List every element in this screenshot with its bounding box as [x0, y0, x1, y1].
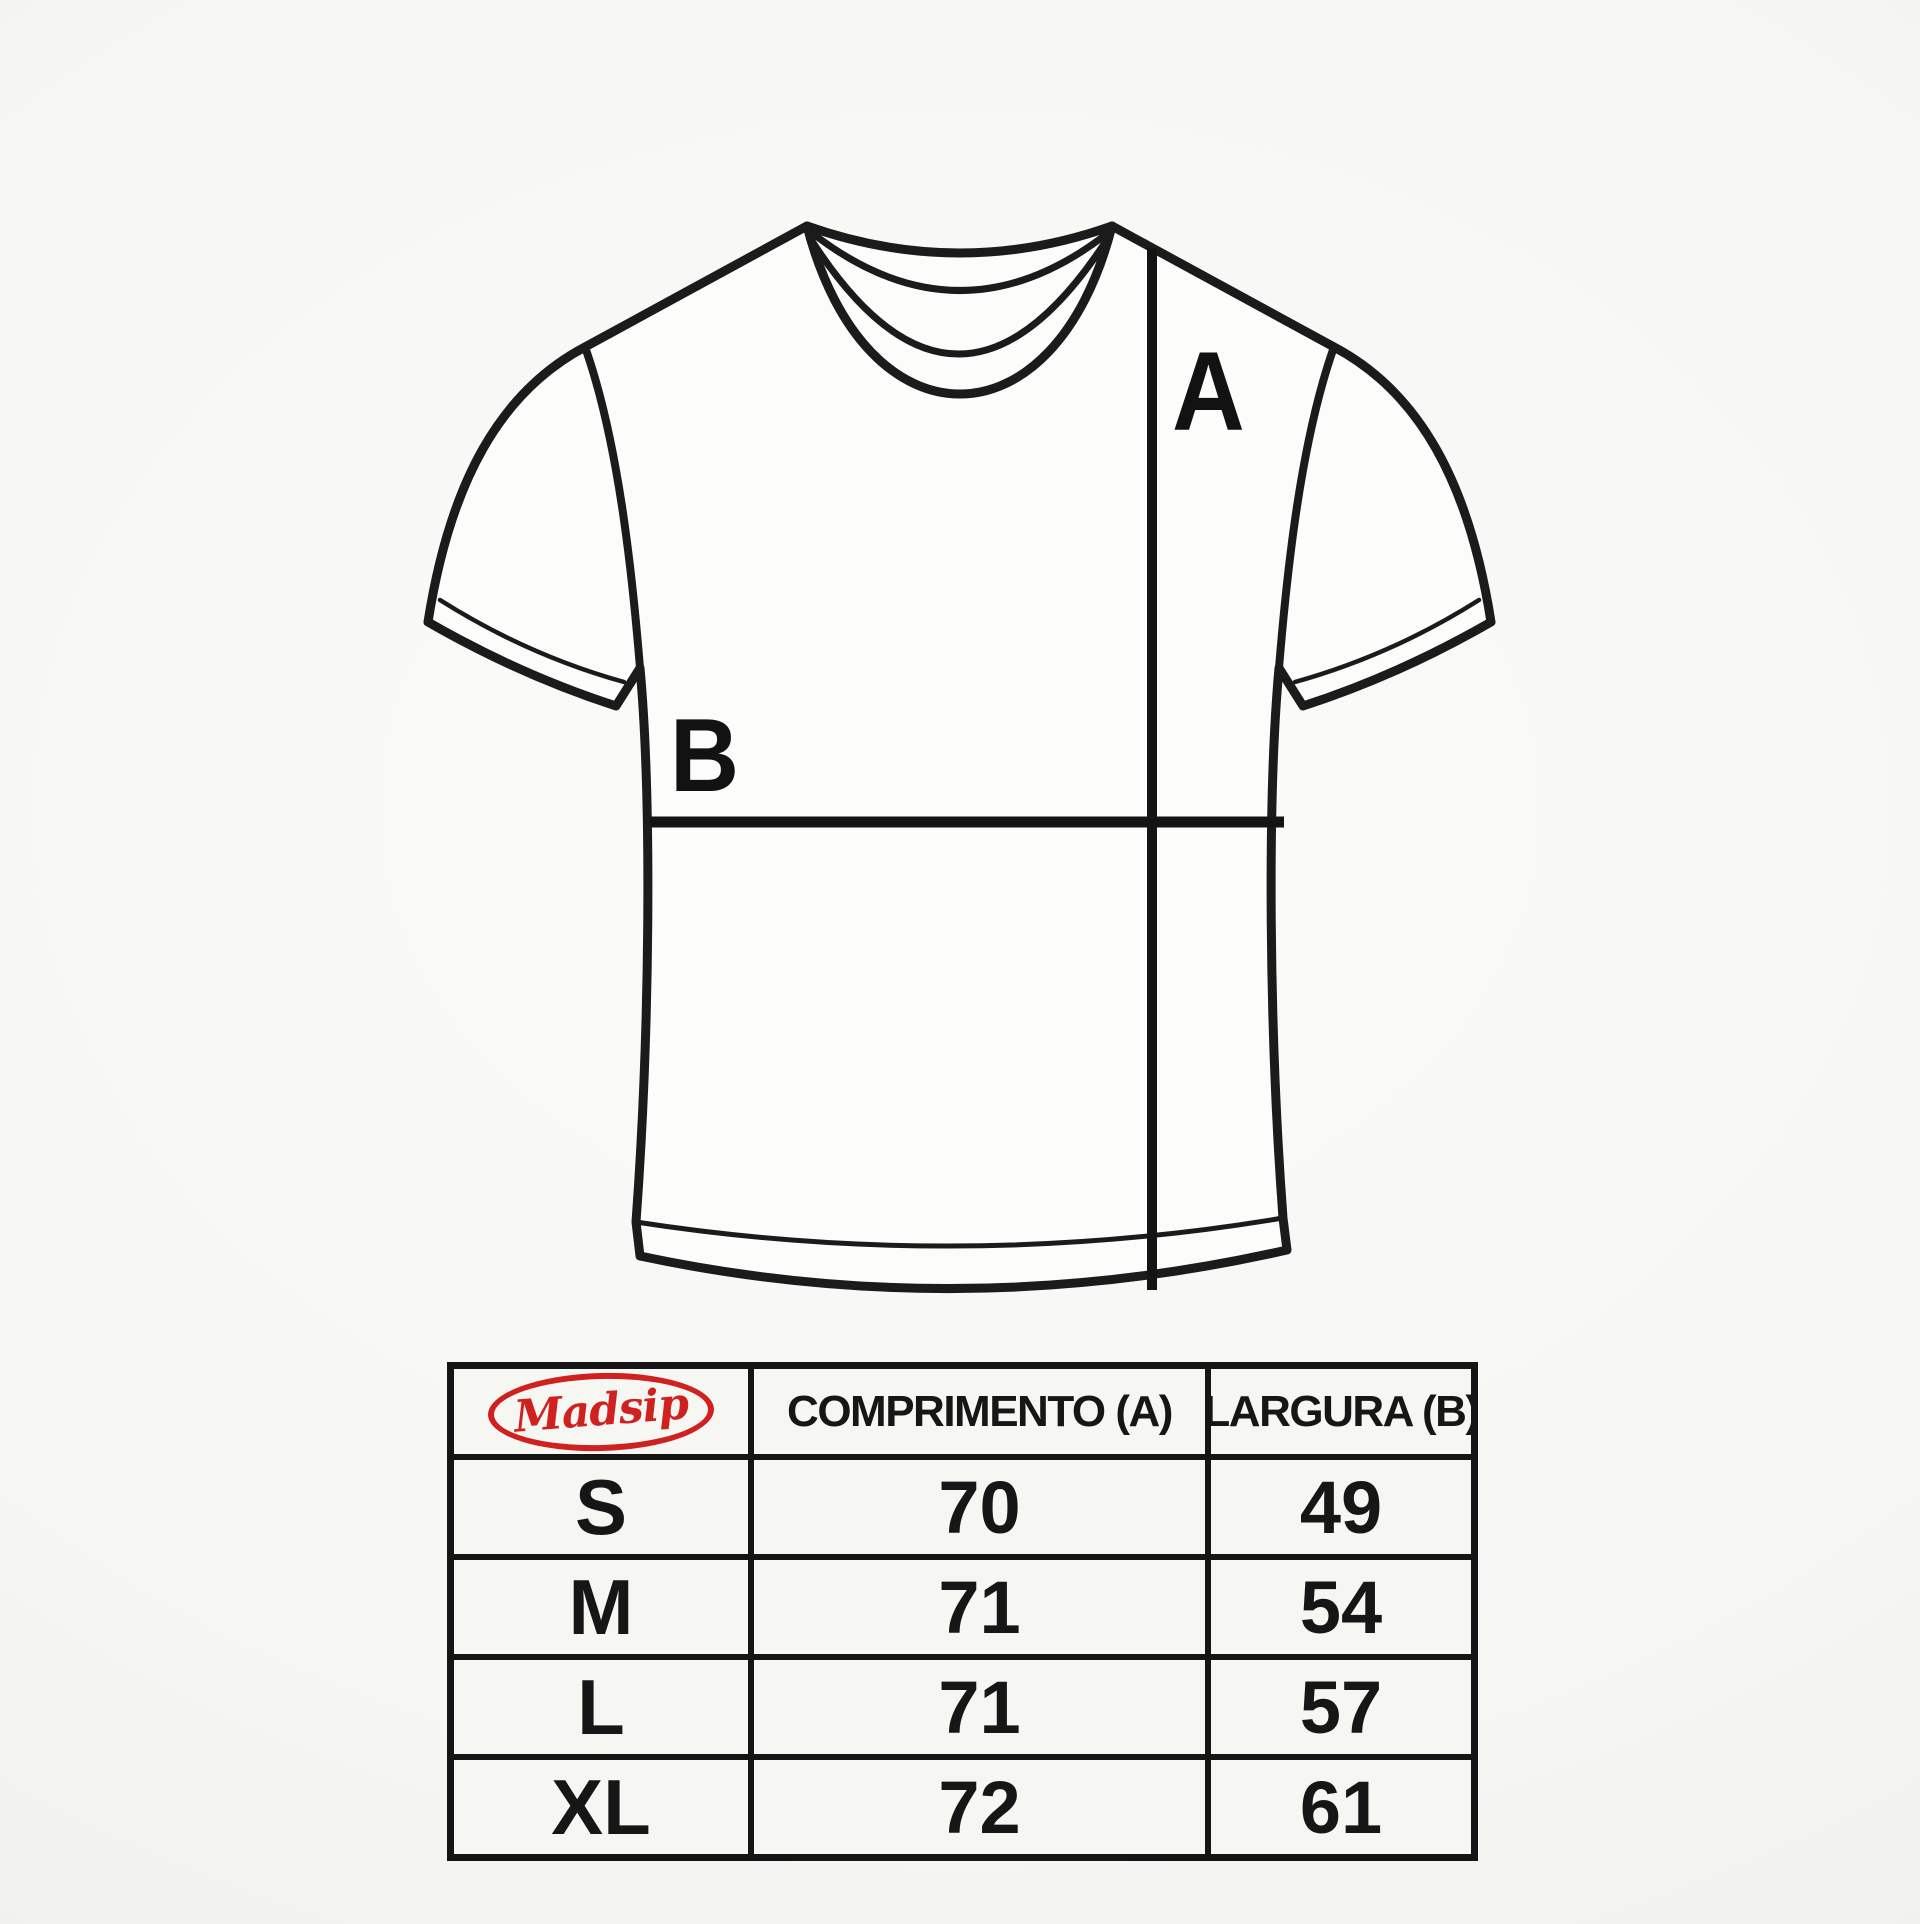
measurement-label-b: B	[670, 698, 740, 814]
comprimento-value-m: 71	[754, 1560, 1205, 1654]
logo-cell: Madsip	[454, 1369, 748, 1454]
left-cuff-band-line	[437, 597, 627, 685]
left-armhole-seam	[581, 343, 644, 672]
madsip-logo-text: Madsip	[511, 1377, 690, 1442]
largura-value-m: 54	[1211, 1560, 1471, 1654]
largura-value-l: 57	[1211, 1660, 1471, 1754]
largura-value-xl: 61	[1211, 1760, 1471, 1854]
right-cuff-band-line	[1292, 597, 1482, 685]
collar-front-outer-curve	[802, 221, 1117, 399]
table-header-comprimento: COMPRIMENTO (A)	[754, 1369, 1205, 1454]
collar-front-inner-curve	[806, 234, 1112, 358]
right-armhole-seam	[1275, 343, 1338, 672]
comprimento-value-s: 70	[754, 1460, 1205, 1554]
size-label-xl: XL	[454, 1760, 748, 1854]
tshirt-silhouette	[423, 221, 1496, 1294]
size-table: Madsip COMPRIMENTO (A) LARGURA (B) S 70 …	[447, 1362, 1478, 1861]
size-label-m: M	[454, 1560, 748, 1654]
size-label-l: L	[454, 1660, 748, 1754]
table-header-largura: LARGURA (B)	[1211, 1369, 1471, 1454]
comprimento-value-l: 71	[754, 1660, 1205, 1754]
comprimento-value-xl: 72	[754, 1760, 1205, 1854]
collar-back-bottom-curve	[812, 232, 1108, 294]
largura-value-s: 49	[1211, 1460, 1471, 1554]
measurement-label-a: A	[1172, 329, 1245, 454]
size-label-s: S	[454, 1460, 748, 1554]
madsip-logo: Madsip	[487, 1369, 715, 1454]
hem-band-line	[633, 1215, 1286, 1249]
